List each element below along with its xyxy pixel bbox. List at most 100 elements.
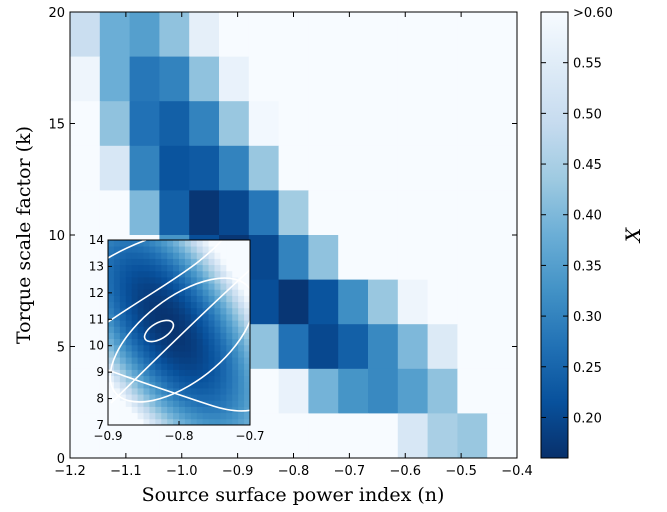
heatmap-cell: [159, 101, 190, 147]
inset-cell: [208, 351, 215, 358]
inset-cell: [137, 332, 144, 340]
inset-cell: [179, 357, 186, 364]
inset-cell: [161, 381, 168, 389]
inset-cell: [167, 338, 174, 346]
inset-cell: [196, 320, 204, 327]
inset-cell: [131, 240, 138, 247]
inset-cell: [149, 400, 156, 407]
inset-cell: [202, 332, 209, 340]
heatmap-cell: [338, 145, 369, 191]
inset-cell: [125, 326, 133, 333]
heatmap-cell: [397, 12, 429, 58]
inset-cell: [125, 314, 133, 321]
inset-cell: [220, 270, 227, 278]
inset-cell: [119, 252, 127, 259]
inset-cell: [161, 246, 168, 253]
inset-cell: [155, 277, 162, 284]
inset-cell: [220, 406, 227, 414]
heatmap-cell: [457, 145, 488, 191]
heatmap-cell: [70, 368, 101, 414]
inset-cell: [119, 314, 127, 321]
heatmap-cell: [427, 324, 458, 370]
inset-cell: [131, 381, 138, 389]
inset-cell: [184, 375, 192, 383]
heatmap-cell: [368, 324, 399, 370]
inset-cell: [161, 344, 168, 352]
inset-x-tick-label: −0.7: [235, 429, 264, 443]
inset-cell: [244, 412, 250, 420]
inset-cell: [232, 314, 239, 321]
inset-cell: [232, 326, 239, 333]
heatmap-cell: [338, 235, 369, 281]
y-tick-label: 5: [57, 341, 65, 356]
inset-cell: [167, 320, 174, 327]
heatmap-cell: [427, 235, 458, 281]
inset-cell: [232, 277, 239, 284]
inset-cell: [196, 252, 204, 259]
inset-cell: [155, 381, 162, 389]
inset-cell: [196, 381, 204, 389]
inset-cell: [143, 258, 150, 266]
inset-cell: [220, 388, 227, 395]
inset-cell: [238, 246, 245, 253]
colorbar-tick-label: 0.40: [573, 209, 602, 224]
inset-cell: [143, 307, 150, 315]
inset-cell: [220, 289, 227, 296]
inset-cell: [108, 277, 115, 284]
inset-cell: [143, 314, 150, 321]
inset-cell: [214, 320, 221, 327]
inset-cell: [155, 314, 162, 321]
inset-cell: [108, 394, 115, 401]
inset-cell: [179, 283, 186, 290]
inset-cell: [113, 264, 121, 272]
inset-cell: [143, 418, 150, 425]
inset-cell: [125, 412, 133, 420]
inset-cell: [226, 246, 233, 253]
inset-cell: [125, 400, 133, 407]
colorbar-tick-label: 0.45: [573, 158, 602, 173]
inset-cell: [167, 301, 174, 309]
inset-cell: [137, 400, 144, 407]
inset-cell: [137, 406, 144, 414]
inset-cell: [190, 406, 198, 414]
inset-cell: [232, 357, 239, 364]
inset-cell: [202, 240, 209, 247]
inset-cell: [226, 369, 233, 377]
heatmap-cell: [278, 101, 309, 147]
inset-cell: [108, 295, 115, 303]
inset-cell: [173, 363, 180, 370]
inset-cell: [137, 351, 144, 358]
inset-cell: [202, 295, 209, 303]
inset-cell: [131, 258, 138, 266]
y-tick-label: 15: [48, 118, 65, 133]
inset-cell: [173, 381, 180, 389]
contour-line: [108, 240, 223, 323]
inset-y-tick-label: 14: [89, 233, 104, 247]
inset-cell: [238, 344, 245, 352]
inset-cell: [184, 289, 192, 296]
inset-cell: [125, 406, 133, 414]
inset-cell: [173, 320, 180, 327]
inset-cell: [238, 363, 245, 370]
inset-cell: [238, 357, 245, 364]
inset-cell: [149, 246, 156, 253]
heatmap-cell: [338, 413, 369, 459]
inset-cell: [125, 332, 133, 340]
inset-cell: [179, 326, 186, 333]
inset-cell: [108, 270, 115, 278]
inset-cell: [113, 381, 121, 389]
inset-cell: [143, 400, 150, 407]
inset-cell: [232, 332, 239, 340]
heatmap-cell: [368, 279, 399, 325]
inset-cell: [167, 246, 174, 253]
contour-line: [110, 268, 250, 404]
inset-cell: [179, 240, 186, 247]
inset-cell: [214, 351, 221, 358]
x-tick-label: −1.1: [110, 464, 142, 479]
inset-cell: [125, 289, 133, 296]
inset-cell: [214, 301, 221, 309]
inset-cell: [173, 307, 180, 315]
inset-cell: [244, 320, 250, 327]
heatmap-cell: [129, 12, 160, 58]
heatmap-cell: [368, 413, 399, 459]
